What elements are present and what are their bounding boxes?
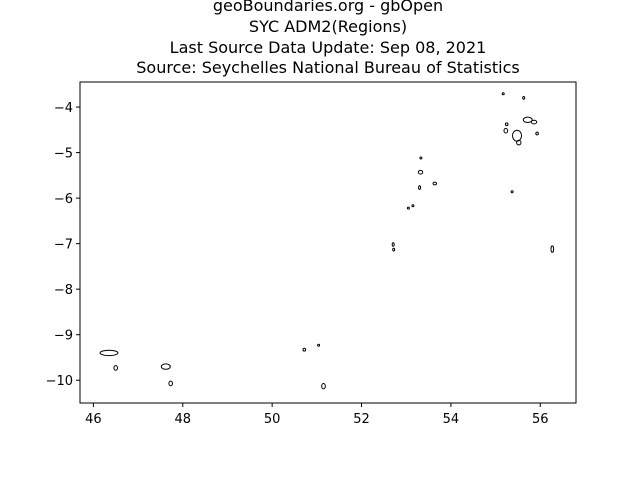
island-outline bbox=[411, 204, 415, 208]
island-outline bbox=[417, 169, 424, 175]
island-outline bbox=[418, 185, 422, 190]
y-tick-label: −8 bbox=[54, 283, 73, 298]
x-tick-label: 54 bbox=[443, 412, 460, 427]
y-tick-label: −9 bbox=[54, 329, 73, 344]
island-outline bbox=[516, 139, 522, 146]
x-tick-label: 48 bbox=[175, 412, 192, 427]
island-outline bbox=[530, 119, 538, 125]
island-outline bbox=[317, 343, 321, 347]
island-outline bbox=[99, 349, 119, 357]
island-outline bbox=[392, 247, 396, 252]
y-tick-label: −5 bbox=[54, 147, 73, 162]
island-outline bbox=[419, 156, 423, 160]
map-title: geoBoundaries.org - gbOpen SYC ADM2(Regi… bbox=[136, 0, 519, 77]
x-tick-label: 50 bbox=[264, 412, 281, 427]
x-tick-label: 52 bbox=[353, 412, 370, 427]
title-line-4: Source: Seychelles National Bureau of St… bbox=[136, 58, 519, 77]
island-outline bbox=[522, 96, 526, 100]
island-outline bbox=[510, 190, 514, 194]
island-outline bbox=[522, 116, 533, 124]
title-line-3: Last Source Data Update: Sep 08, 2021 bbox=[170, 38, 487, 57]
island-outline bbox=[391, 242, 395, 247]
y-axis-ticks: −4 −5 −6 −7 −8 −9 −10 bbox=[46, 101, 80, 389]
y-tick-label: −6 bbox=[54, 192, 73, 207]
title-line-2: SYC ADM2(Regions) bbox=[249, 17, 407, 36]
island-outline bbox=[113, 365, 118, 371]
title-line-1: geoBoundaries.org - gbOpen bbox=[213, 0, 443, 15]
x-tick-label: 46 bbox=[85, 412, 102, 427]
island-outline bbox=[501, 92, 505, 96]
island-outline bbox=[406, 206, 410, 210]
island-outline bbox=[504, 122, 509, 127]
axes-frame bbox=[79, 81, 577, 404]
x-axis-ticks: 46 48 50 52 54 56 bbox=[85, 403, 549, 427]
island-outline bbox=[321, 383, 326, 390]
island-outline bbox=[160, 363, 171, 370]
island-outline bbox=[550, 245, 555, 253]
y-tick-label: −10 bbox=[46, 374, 73, 389]
island-outline bbox=[535, 131, 539, 136]
x-tick-label: 56 bbox=[532, 412, 549, 427]
island-outline bbox=[432, 181, 438, 186]
y-tick-label: −7 bbox=[54, 238, 73, 253]
islands-layer bbox=[99, 92, 555, 390]
y-tick-label: −4 bbox=[54, 101, 73, 116]
island-outline bbox=[503, 127, 509, 134]
island-outline bbox=[302, 347, 307, 352]
island-outline bbox=[168, 380, 173, 387]
